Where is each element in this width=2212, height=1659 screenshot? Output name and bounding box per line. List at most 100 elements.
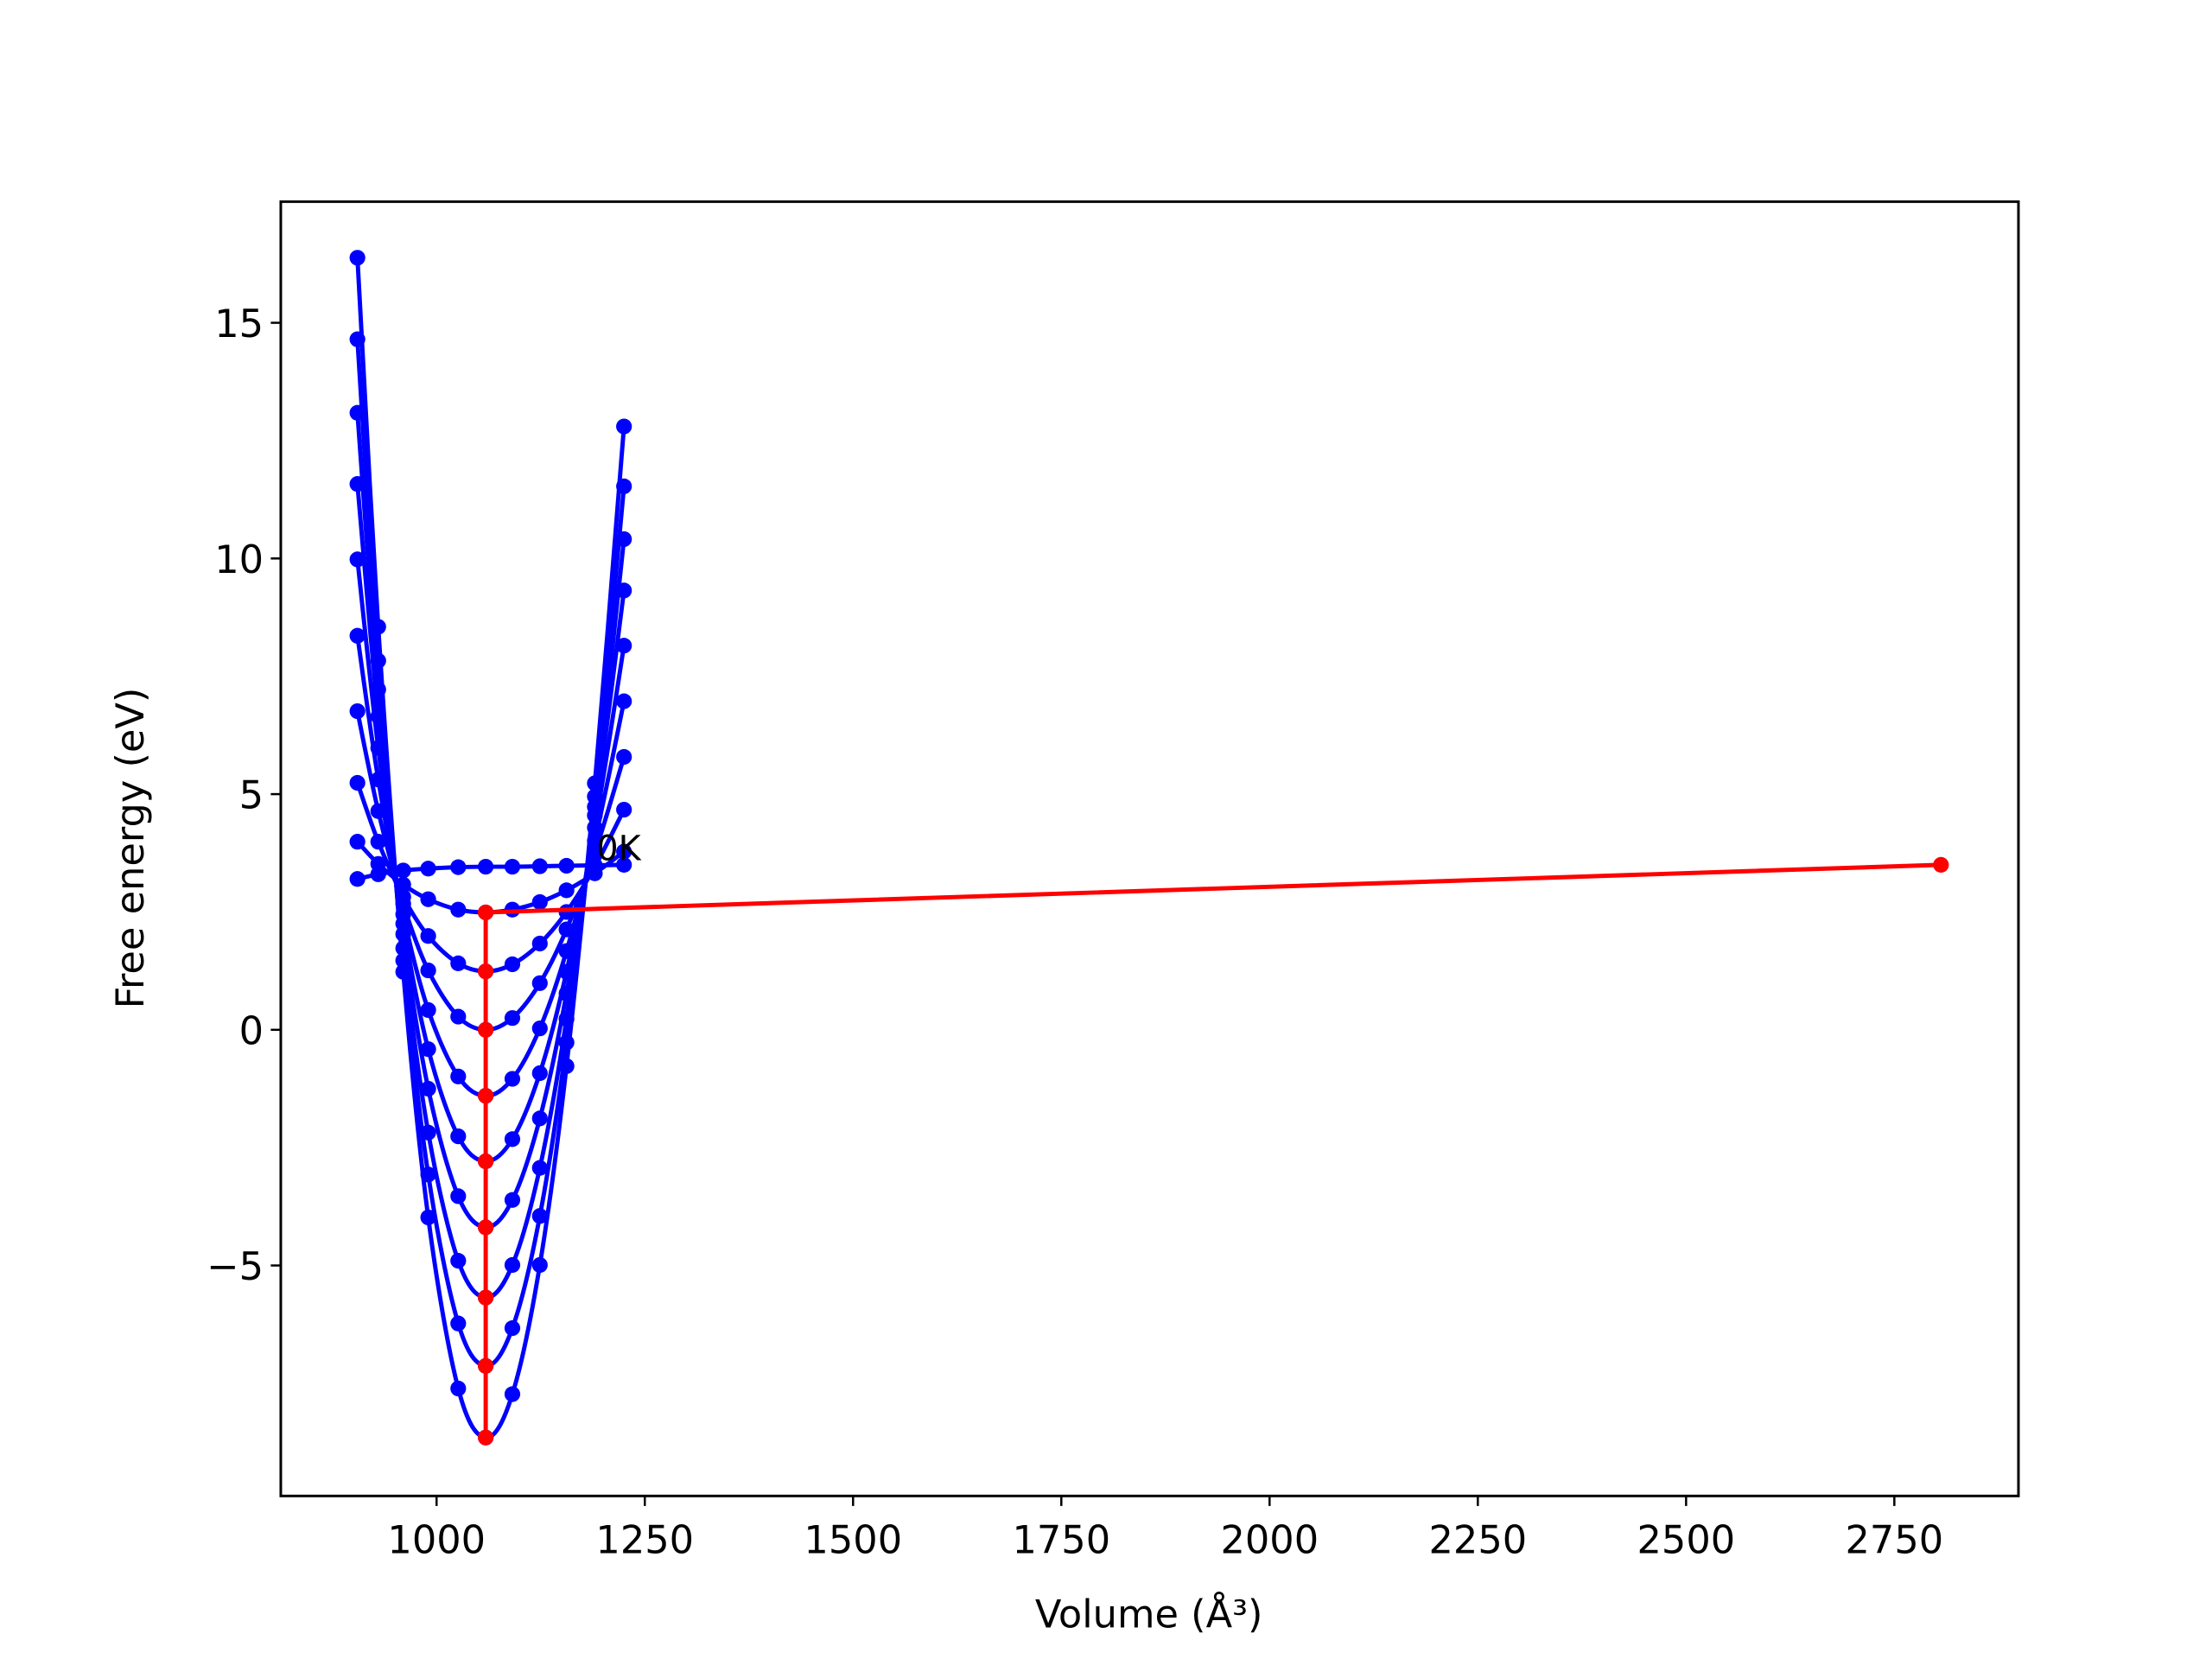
- point: [349, 476, 365, 493]
- point: [420, 1209, 436, 1226]
- point: [450, 901, 467, 918]
- point: [450, 1068, 467, 1084]
- point: [504, 1320, 521, 1337]
- point: [478, 963, 494, 980]
- point: [616, 418, 632, 435]
- y-tick-label: 0: [239, 1008, 264, 1053]
- point: [450, 955, 467, 972]
- point: [370, 772, 386, 788]
- point: [558, 921, 575, 938]
- point: [420, 1124, 436, 1141]
- point: [616, 638, 632, 654]
- point: [478, 1153, 494, 1170]
- y-tick-label: 15: [214, 302, 264, 346]
- x-tick-label: 1750: [1012, 1518, 1110, 1563]
- point: [504, 956, 521, 973]
- point: [616, 801, 632, 818]
- point: [504, 1386, 521, 1402]
- point: [450, 1253, 467, 1269]
- point: [478, 904, 494, 921]
- point: [616, 856, 632, 873]
- point: [504, 1010, 521, 1027]
- point: [531, 1160, 548, 1176]
- x-tick-label: 1000: [387, 1518, 486, 1563]
- point: [450, 1188, 467, 1205]
- point: [531, 1256, 548, 1274]
- point: [504, 1071, 521, 1087]
- point: [478, 1429, 494, 1446]
- point: [504, 1192, 521, 1208]
- point: [370, 834, 386, 850]
- point: [349, 871, 365, 887]
- point: [558, 943, 575, 959]
- point: [420, 928, 436, 944]
- y-axis-label: Free energy (eV): [108, 688, 153, 1009]
- point: [531, 1020, 548, 1037]
- point: [395, 862, 411, 879]
- point: [349, 331, 365, 347]
- x-tick-label: 1250: [595, 1518, 694, 1563]
- x-tick-label: 2750: [1846, 1518, 1944, 1563]
- point: [531, 1208, 548, 1224]
- point: [349, 551, 365, 568]
- point: [420, 861, 436, 877]
- point: [420, 1080, 436, 1097]
- point: [616, 748, 632, 766]
- x-tick-label: 2500: [1637, 1518, 1735, 1563]
- point: [504, 1256, 521, 1274]
- point: [450, 859, 467, 875]
- point: [478, 1289, 494, 1306]
- point: [616, 693, 632, 709]
- point: [616, 478, 632, 494]
- point: [531, 975, 548, 991]
- point: [349, 834, 365, 850]
- point: [420, 891, 436, 907]
- point: [558, 882, 575, 899]
- point: [1933, 856, 1949, 873]
- y-tick-label: 10: [214, 537, 264, 582]
- point: [450, 1128, 467, 1145]
- series-line: [483, 862, 1942, 1438]
- x-axis-label: Volume (Å³): [1035, 1592, 1263, 1637]
- point: [450, 1315, 467, 1332]
- point: [450, 1380, 467, 1397]
- point: [450, 1008, 467, 1025]
- point: [616, 582, 632, 599]
- plot-frame: [279, 200, 2020, 1497]
- point: [349, 627, 365, 644]
- point: [531, 935, 548, 952]
- point: [478, 1219, 494, 1236]
- point: [370, 866, 386, 882]
- point: [531, 1110, 548, 1127]
- point: [349, 702, 365, 720]
- x-tick-label: 2000: [1220, 1518, 1319, 1563]
- point: [370, 803, 386, 819]
- x-tick-label: 2250: [1428, 1518, 1527, 1563]
- annotation: 0K: [596, 829, 641, 868]
- point: [478, 1357, 494, 1374]
- point: [349, 250, 365, 266]
- point: [395, 876, 411, 893]
- point: [349, 404, 365, 421]
- point: [616, 843, 632, 860]
- x-tick-label: 1500: [804, 1518, 902, 1563]
- point: [349, 774, 365, 791]
- point: [504, 858, 521, 875]
- point: [531, 858, 548, 874]
- point: [478, 1021, 494, 1038]
- point: [616, 531, 632, 548]
- y-tick-label: −5: [207, 1244, 264, 1289]
- point: [558, 857, 575, 874]
- point: [531, 1065, 548, 1082]
- point: [420, 962, 436, 979]
- point: [478, 1088, 494, 1104]
- point: [420, 1001, 436, 1019]
- point: [504, 1131, 521, 1147]
- point: [395, 888, 411, 906]
- point: [478, 858, 494, 875]
- point: [420, 1041, 436, 1058]
- point: [531, 893, 548, 911]
